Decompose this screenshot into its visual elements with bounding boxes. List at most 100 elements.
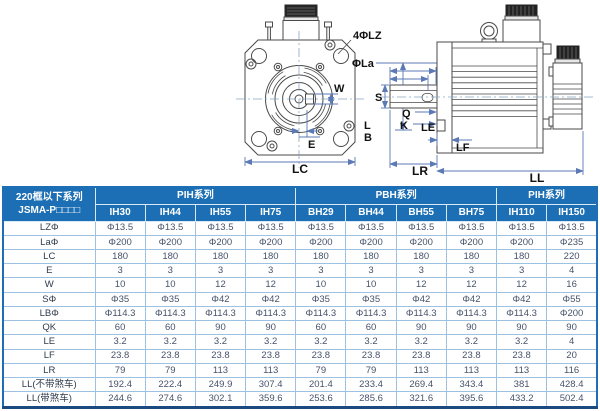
spec-value: 3.2: [495, 334, 548, 350]
spec-value: 180: [245, 248, 297, 265]
column-header: BH75: [445, 203, 498, 222]
spec-value: Φ13.5: [495, 220, 548, 236]
spec-value: 3.2: [395, 334, 447, 350]
bolt-hole: [251, 48, 267, 64]
table-row: LZΦ Φ13.5 Φ13.5 Φ13.5 Φ13.5 Φ13.5 Φ13.5 Φ13.5 Φ1…: [2, 220, 598, 236]
shaft: [389, 84, 438, 109]
spec-value: 90: [445, 320, 498, 336]
group-header-pbh: PBH系列: [295, 186, 497, 205]
spec-value: 180: [194, 248, 247, 265]
spec-value: Φ55: [546, 291, 598, 307]
spec-value: 10: [94, 277, 146, 293]
spec-value: 3.2: [345, 334, 397, 350]
dimension-drawing: 4ΦLZ ΦLa W E LC S Q K L B LE LF LR LL: [0, 0, 600, 186]
spec-value: 20: [546, 348, 598, 364]
mounting-pin-right: [324, 21, 332, 41]
spec-value: 113: [245, 362, 297, 379]
spec-value: Φ114.3: [295, 305, 347, 322]
spec-value: 433.2: [495, 391, 548, 408]
spec-value: Φ114.3: [94, 305, 146, 322]
dim-label-l: L: [364, 120, 371, 132]
spec-value: 180: [445, 248, 498, 265]
spec-value: Φ13.5: [295, 220, 347, 236]
dim-label-4lz: 4ΦLZ: [353, 30, 382, 42]
column-header: IH44: [144, 203, 196, 222]
front-centerlines: [236, 31, 367, 168]
spec-value: Φ42: [445, 291, 498, 307]
column-header: IH110: [495, 203, 548, 222]
spec-value: 428.4: [546, 377, 598, 393]
spec-value: 23.8: [295, 348, 347, 364]
dim-label-b: B: [364, 132, 372, 144]
spec-value: 253.6: [295, 391, 347, 408]
dim-label-w: W: [334, 83, 345, 95]
leader-line: [337, 39, 352, 55]
column-header: BH55: [395, 203, 447, 222]
spec-value: 90: [395, 320, 447, 336]
table-row: W 10 10 12 12 10 10 12 12 12 16: [2, 277, 598, 293]
spec-value: Φ200: [495, 234, 548, 250]
spec-value: 180: [144, 248, 196, 265]
spec-value: Φ13.5: [94, 220, 146, 236]
spec-value: Φ114.3: [245, 305, 297, 322]
spec-value: 113: [495, 362, 548, 379]
spec-value: 302.1: [194, 391, 247, 408]
spec-value: Φ13.5: [245, 220, 297, 236]
column-header: IH150: [546, 203, 598, 222]
spec-value: 90: [495, 320, 548, 336]
spec-value: Φ35: [94, 291, 146, 307]
spec-table: 220框以下系列 JSMA-P□□□□ PIH系列 PBH系列 PIH系列 IH…: [2, 186, 598, 409]
spec-value: 79: [345, 362, 397, 379]
spec-value: 321.6: [395, 391, 447, 408]
spec-value: 90: [245, 320, 297, 336]
spec-value: 3: [94, 263, 146, 279]
spec-value: 90: [546, 320, 598, 336]
table-row: LE 3.2 3.2 3.2 3.2 3.2 3.2 3.2 3.2 3.2 4: [2, 334, 598, 350]
spec-value: 16: [546, 277, 598, 293]
spec-value: 12: [445, 277, 498, 293]
side-view: [389, 4, 583, 154]
spec-value: 180: [295, 248, 347, 265]
power-connector-side: [502, 4, 541, 43]
spec-value: Φ114.3: [345, 305, 397, 322]
encoder-housing: [548, 45, 583, 130]
spec-value: 12: [194, 277, 247, 293]
column-header: IH55: [194, 203, 247, 222]
dim-label-lc: LC: [292, 162, 308, 176]
spec-value: Φ114.3: [144, 305, 196, 322]
spec-value: 285.6: [345, 391, 397, 408]
bolt-hole: [333, 131, 349, 147]
row-label: QK: [2, 320, 96, 336]
spec-value: 12: [245, 277, 297, 293]
spec-value: Φ42: [194, 291, 247, 307]
spec-value: Φ200: [194, 234, 247, 250]
table-row: SΦ Φ35 Φ35 Φ42 Φ42 Φ35 Φ35 Φ42 Φ42 Φ42 Φ55: [2, 291, 598, 307]
table-row: LR 79 79 113 113 79 79 113 113 113 116: [2, 362, 598, 379]
spec-value: Φ200: [94, 234, 146, 250]
spec-value: 79: [295, 362, 347, 379]
row-label: LE: [2, 334, 96, 350]
spec-value: Φ200: [546, 305, 598, 322]
spec-value: 23.8: [395, 348, 447, 364]
spec-value: Φ200: [245, 234, 297, 250]
spec-value: 23.8: [445, 348, 498, 364]
series-model-code: JSMA-P□□□□: [18, 205, 81, 217]
spec-value: 222.4: [144, 377, 196, 393]
column-header-row: IH30 IH44 IH55 IH75 BH29 BH44 BH55 BH75 IH110 IH1…: [3, 203, 598, 222]
mounting-pin-left: [265, 21, 273, 41]
spec-value: 180: [345, 248, 397, 265]
spec-value: Φ13.5: [445, 220, 498, 236]
spec-value: 90: [194, 320, 247, 336]
row-label: SΦ: [2, 291, 96, 307]
spec-value: 502.4: [546, 391, 598, 408]
spec-value: 180: [495, 248, 548, 265]
spec-value: 3: [345, 263, 397, 279]
spec-value: Φ200: [445, 234, 498, 250]
dim-label-s: S: [375, 92, 382, 104]
spec-value: 220: [546, 248, 598, 265]
spec-value: Φ35: [295, 291, 347, 307]
spec-value: 3.2: [94, 334, 146, 350]
dim-label-k: K: [400, 120, 408, 132]
table-row: LL(不带煞车) 192.4 222.4 249.9 307.4 201.4 233.4 26…: [2, 377, 598, 393]
